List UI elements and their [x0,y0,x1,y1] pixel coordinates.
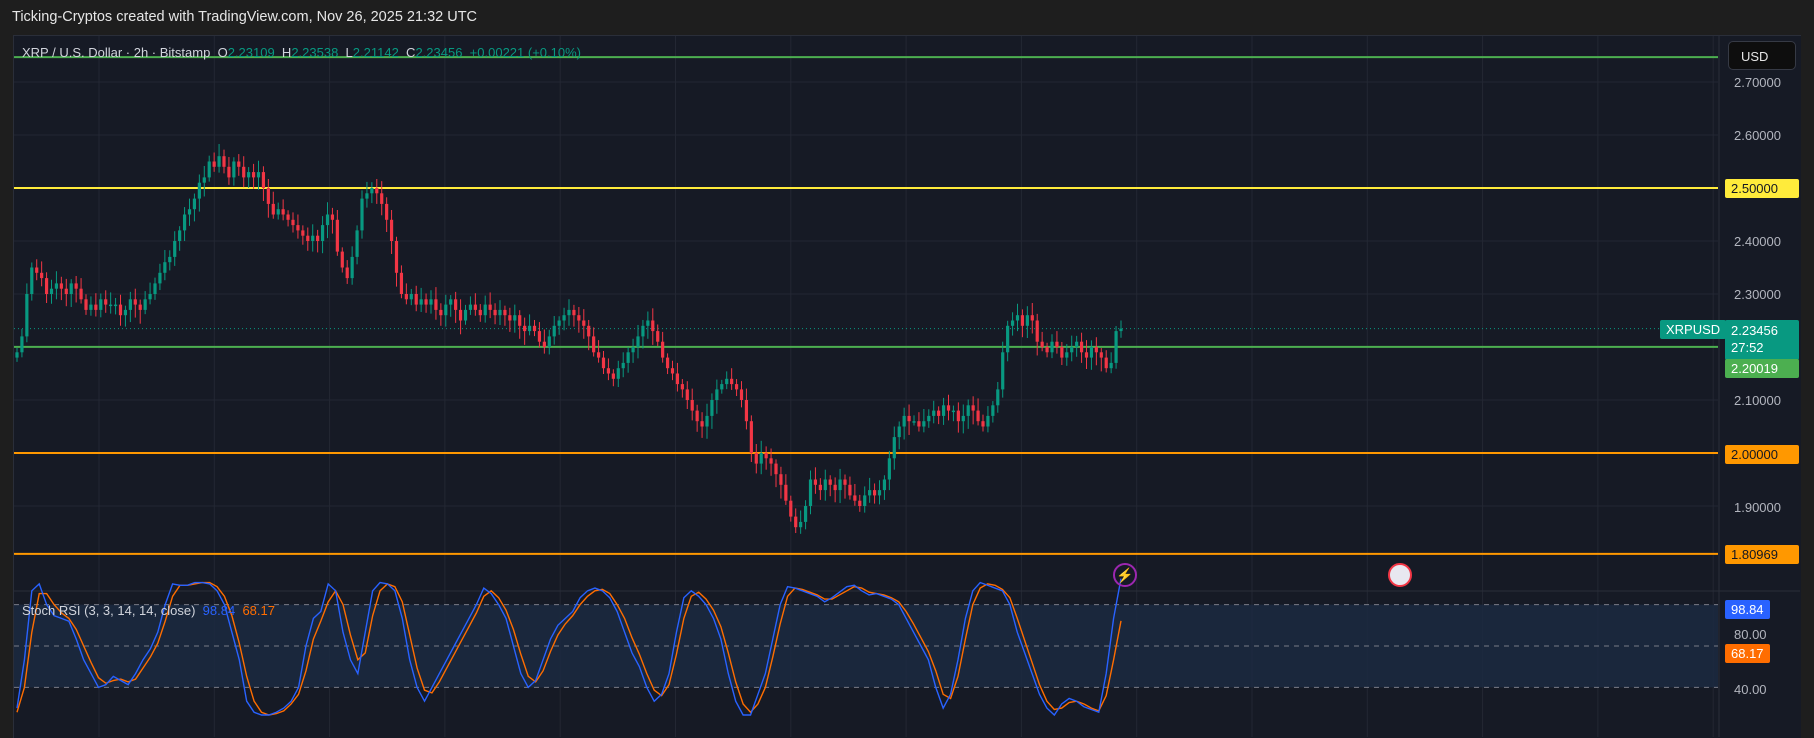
attribution-text: Ticking-Cryptos created with TradingView… [12,9,478,25]
price-tick: 2.30000 [1734,287,1781,302]
stoch-k-tag: 98.84 [1725,600,1770,619]
level-tag-2-0: 2.00000 [1725,445,1799,464]
us-flag-event-icon[interactable] [1388,563,1412,587]
high-label: H [281,45,292,60]
lightning-event-icon[interactable]: ⚡ [1113,563,1137,587]
close-label: C [406,45,416,60]
level-tag-2-5: 2.50000 [1725,179,1799,198]
change-value: +0.00221 (+0.10%) [469,45,581,60]
level-tag-1-81: 1.80969 [1725,545,1799,564]
level-tag-2-2: 2.20019 [1725,359,1799,378]
symbol-price-tag: XRPUSD [1660,320,1727,339]
stoch-tick: 80.00 [1734,627,1767,642]
low-label: L [345,45,353,60]
stoch-d-tag: 68.17 [1725,644,1770,663]
close-value: 2.23456 [415,45,463,60]
low-value: 2.21142 [352,45,399,60]
open-label: O [217,45,228,60]
price-tick: 1.90000 [1734,500,1781,515]
price-tick: 2.40000 [1734,234,1781,249]
stoch-rsi-title[interactable]: Stoch RSI (3, 3, 14, 14, close) [22,603,196,618]
currency-button[interactable]: USD [1728,41,1796,70]
current-price-tag: 2.23456 27:52 [1725,320,1799,360]
current-price: 2.23456 [1731,323,1778,338]
price-tick: 2.70000 [1734,75,1781,90]
open-value: 2.23109 [227,45,275,60]
high-value: 2.23538 [291,45,339,60]
price-tick: 2.10000 [1734,393,1781,408]
bar-countdown: 27:52 [1731,340,1764,355]
price-tick: 2.60000 [1734,128,1781,143]
stoch-tick: 40.00 [1734,682,1767,697]
stoch-d-value: 68.17 [242,603,275,618]
symbol-title[interactable]: XRP / U.S. Dollar · 2h · Bitstamp [22,45,211,60]
stoch-rsi-legend: Stoch RSI (3, 3, 14, 14, close) 98.84 68… [22,603,275,618]
stoch-k-value: 98.84 [202,603,236,618]
symbol-legend: XRP / U.S. Dollar · 2h · Bitstamp O2.231… [22,45,581,60]
